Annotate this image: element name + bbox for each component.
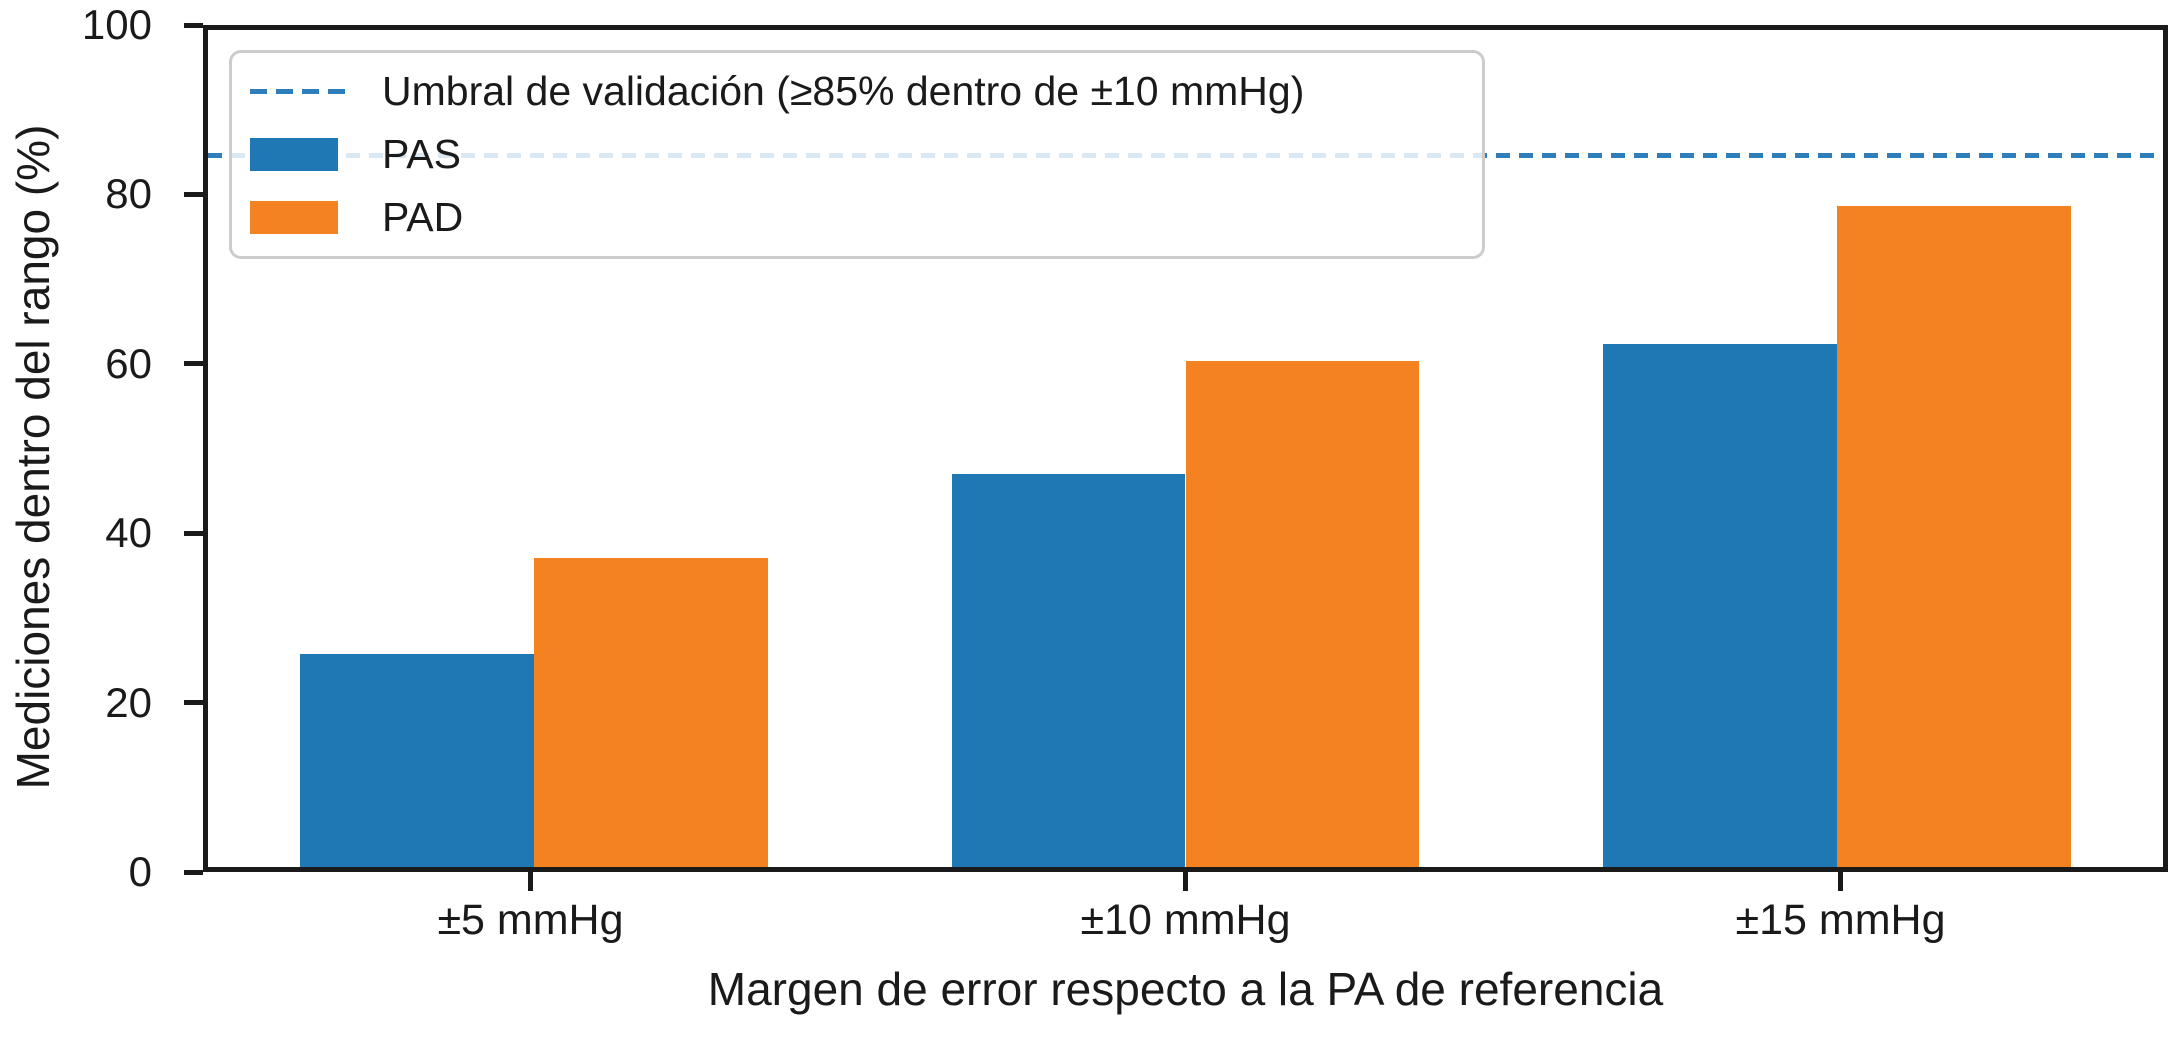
y-tick-mark [184,869,203,875]
x-tick-label: ±10 mmHg [1080,896,1291,944]
y-tick-mark [184,530,203,536]
x-tick-mark [1838,872,1843,891]
bar-pad-3 [1837,205,2071,867]
legend-handle [250,138,382,171]
legend-label-pas: PAS [382,131,461,177]
bar-pad-1 [533,558,768,867]
y-tick-label: 60 [105,339,152,387]
y-tick-mark [184,361,203,367]
legend-label-pad: PAD [382,194,464,240]
legend-row-pas: PAS [250,127,1464,183]
bar-pas-3 [1603,343,1838,867]
y-tick-mark [184,191,203,197]
y-tick-label: 100 [81,1,152,48]
y-tick-label: 0 [128,848,152,895]
legend-handle [250,89,382,94]
legend-row-pad: PAD [250,190,1464,246]
y-tick-label: 40 [105,509,152,557]
legend-handle [250,201,382,234]
legend-label-threshold: Umbral de validación (≥85% dentro de ±10… [382,68,1305,114]
x-tick-mark [528,872,533,891]
bar-pad-2 [1185,361,1420,867]
bar-pas-1 [300,654,534,867]
legend: Umbral de validación (≥85% dentro de ±10… [229,50,1485,259]
pas-swatch-icon [250,138,338,171]
y-tick-mark [184,700,203,706]
y-tick-label: 80 [105,170,152,218]
x-axis-title: Margen de error respecto a la PA de refe… [707,963,1664,1015]
dashed-line-icon [250,89,346,94]
y-axis-title: Mediciones dentro del rango (%) [7,124,59,790]
x-tick-mark [1183,872,1188,891]
y-tick-mark [184,22,203,28]
legend-row-threshold: Umbral de validación (≥85% dentro de ±10… [250,64,1464,120]
y-tick-label: 20 [105,678,152,726]
pad-swatch-icon [250,201,338,234]
bar-pas-2 [951,473,1186,867]
x-tick-label: ±5 mmHg [437,896,624,944]
x-tick-label: ±15 mmHg [1735,896,1946,944]
